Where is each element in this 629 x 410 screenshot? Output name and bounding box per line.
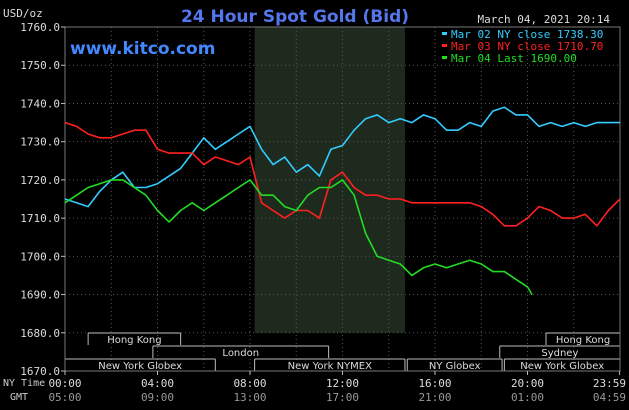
legend-swatch: [442, 56, 447, 59]
session-label: New York Globex: [520, 361, 604, 372]
series-line-3: [64, 179, 533, 296]
session-label: Hong Kong: [107, 335, 161, 346]
session-label: Sydney: [541, 348, 578, 359]
x-tick-label-gmt: 04:59: [593, 391, 626, 404]
y-tick-label: 1730.0: [20, 136, 60, 149]
watermark: www.kitco.com: [70, 39, 215, 59]
x-tick-label-gmt: 01:00: [511, 391, 544, 404]
y-tick-label: 1720.0: [20, 174, 60, 187]
y-tick-label: 1680.0: [20, 327, 60, 340]
x-tick-label-gmt: 05:00: [48, 391, 81, 404]
y-axis-unit: USD/oz: [3, 7, 43, 20]
x-tick-label-ny: 08:00: [233, 377, 266, 390]
legend-swatch: [442, 32, 447, 35]
legend-entry: Mar 02 NY close 1738.30: [451, 28, 603, 41]
x-axis-label-ny: NY Time: [3, 378, 45, 389]
x-tick-label-gmt: 13:00: [233, 391, 266, 404]
x-tick-label-ny: 20:00: [511, 377, 544, 390]
legend-swatch: [442, 44, 447, 47]
x-tick-label-ny: 12:00: [326, 377, 359, 390]
y-tick-label: 1700.0: [20, 250, 60, 263]
series-line-1: [64, 106, 620, 208]
x-tick-label-ny: 04:00: [141, 377, 174, 390]
x-tick-label-gmt: 17:00: [326, 391, 359, 404]
x-tick-label-ny: 00:00: [48, 377, 81, 390]
series-line-2: [64, 121, 621, 227]
legend-entry: Mar 04 Last 1690.00: [451, 52, 577, 65]
session-label: London: [222, 348, 259, 359]
chart-title: 24 Hour Spot Gold (Bid): [181, 7, 409, 27]
x-tick-label-gmt: 21:00: [418, 391, 451, 404]
session-label: Hong Kong: [556, 335, 610, 346]
x-tick-label-ny: 23:59: [593, 377, 626, 390]
session-label: New York NYMEX: [288, 361, 373, 372]
session-label: NY Globex: [429, 361, 481, 372]
y-tick-label: 1760.0: [20, 21, 60, 34]
market-sessions: Hong Kong Hong Kong London Sydney New York G…: [64, 332, 621, 372]
y-tick-label: 1710.0: [20, 212, 60, 225]
timestamp: March 04, 2021 20:14: [478, 13, 611, 26]
price-series: [64, 106, 621, 296]
x-tick-label-gmt: 09:00: [141, 391, 174, 404]
y-tick-label: 1740.0: [20, 97, 60, 110]
y-tick-label: 1750.0: [20, 59, 60, 72]
legend-entry: Mar 03 NY close 1710.70: [451, 40, 603, 53]
y-axis-ticks: 1760.0 1750.0 1740.0 1730.0 1720.0 1710.0 1700…: [20, 21, 65, 378]
x-tick-label-ny: 16:00: [418, 377, 451, 390]
session-label: New York Globex: [98, 361, 182, 372]
y-tick-label: 1690.0: [20, 289, 60, 302]
x-axis-label-gmt: GMT: [10, 392, 28, 403]
y-tick-label: 1670.0: [20, 365, 60, 378]
